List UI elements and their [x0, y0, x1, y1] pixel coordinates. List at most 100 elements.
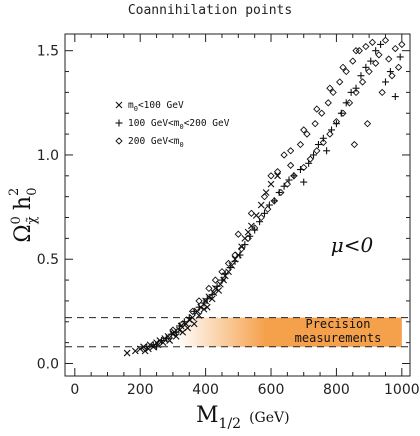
point-plus-marker: [372, 47, 380, 55]
point-diamond-marker: [375, 51, 383, 59]
point-diamond-marker: [352, 88, 360, 97]
point-diamond-marker: [300, 163, 308, 172]
point-x-marker-stroke-b: [195, 312, 203, 319]
point-diamond-marker: [352, 47, 360, 55]
point-diamond-marker: [313, 147, 321, 155]
point-x-marker: [195, 312, 203, 319]
point-plus-marker: [314, 141, 322, 149]
point-diamond-marker: [205, 284, 213, 293]
point-diamond-marker: [211, 276, 220, 284]
point-x-marker: [248, 222, 255, 230]
point-x-marker: [123, 349, 131, 357]
point-x-marker: [131, 347, 139, 355]
point-plus-marker: [391, 93, 399, 101]
point-diamond-marker: [365, 67, 373, 76]
point-plus-marker: [396, 53, 404, 61]
ticks-layer: 0 200 400 600 800 1000 0.0 0.5 1.0 1.5: [37, 34, 420, 398]
point-diamond-marker: [273, 167, 282, 176]
point-x-marker-stroke-b: [136, 345, 144, 353]
y-axis-label-h-sup: 2: [7, 188, 22, 196]
point-plus-marker: [195, 303, 203, 311]
point-diamond-marker: [332, 117, 341, 126]
point-diamond-marker: [195, 297, 203, 305]
point-plus-marker: [367, 57, 375, 65]
point-plus-marker: [153, 343, 161, 351]
point-x-marker: [203, 303, 211, 311]
point-diamond-marker: [355, 47, 363, 55]
point-plus-marker: [241, 241, 249, 249]
point-plus-marker: [319, 134, 327, 142]
legend-entry-1: m0<100 GeV: [128, 100, 184, 113]
point-diamond-marker: [280, 151, 288, 159]
point-diamond-marker: [378, 88, 386, 97]
chart-title: Coannihilation points: [128, 3, 292, 18]
point-x-marker-stroke-b: [131, 347, 139, 355]
point-plus-marker: [203, 295, 211, 303]
data-points-layer: [123, 36, 406, 357]
point-diamond-marker: [296, 140, 305, 149]
point-x-marker-stroke-b: [123, 349, 131, 357]
point-diamond-marker: [391, 44, 399, 53]
x-tick-label: 600: [258, 382, 285, 398]
point-diamond-marker: [300, 126, 308, 134]
legend-marker-diamond: [115, 137, 123, 145]
y-tick-label: 1.5: [37, 44, 59, 60]
x-tick-label: 1000: [384, 382, 420, 398]
point-x-marker-stroke-b: [244, 228, 252, 236]
point-diamond-marker: [179, 320, 187, 328]
point-diamond-marker: [368, 38, 377, 46]
x-axis-label-unit: (GeV): [249, 410, 290, 426]
y-axis-label: Ωχ̃0h2 0: [7, 187, 40, 242]
legend-entry-3: 200 GeV<m0: [128, 136, 184, 149]
point-diamond-marker: [270, 197, 278, 205]
point-diamond-marker: [231, 251, 239, 259]
point-diamond-marker: [324, 99, 332, 107]
point-diamond-marker: [342, 67, 350, 76]
point-diamond-marker: [237, 245, 246, 253]
point-diamond-marker: [336, 78, 344, 86]
point-plus-marker: [185, 314, 193, 322]
point-plus-marker: [300, 178, 308, 186]
point-diamond-marker: [339, 109, 347, 117]
x-tick-label: 800: [323, 382, 350, 398]
point-diamond-marker: [318, 109, 326, 117]
point-plus-marker: [381, 78, 389, 86]
legend-marker-x-stroke-b: [115, 101, 123, 109]
point-plus-marker: [270, 197, 278, 205]
point-diamond-marker: [218, 268, 226, 276]
x-axis-label-main: M: [196, 403, 219, 428]
point-diamond-marker: [283, 180, 292, 188]
point-diamond-marker: [394, 63, 403, 72]
precision-band-layer: [65, 317, 410, 348]
point-diamond-marker: [277, 188, 285, 197]
axes-layer: [64, 33, 411, 377]
point-diamond-marker: [311, 120, 319, 128]
point-x-marker: [267, 180, 275, 188]
point-plus-marker: [337, 109, 345, 117]
legend: m0<100 GeV 100 GeV<m0<200 GeV 200 GeV<m0: [115, 100, 230, 149]
point-diamond-marker: [313, 105, 321, 113]
point-plus-marker: [323, 147, 331, 155]
point-diamond-marker: [339, 63, 347, 72]
point-diamond-marker: [267, 172, 275, 180]
point-diamond-marker: [234, 230, 242, 238]
point-diamond-marker: [388, 72, 396, 80]
point-diamond-marker: [287, 147, 295, 155]
point-x-marker-stroke-b: [159, 339, 167, 347]
point-plus-marker: [208, 291, 216, 299]
point-x-marker: [136, 345, 144, 353]
point-x-marker-stroke-b: [203, 303, 211, 311]
point-diamond-marker: [349, 57, 357, 65]
x-tick-label: 200: [127, 382, 154, 398]
x-tick-label: 400: [192, 382, 219, 398]
y-axis-label-sup: 0: [9, 216, 24, 224]
point-plus-marker: [157, 337, 165, 345]
point-x-marker-stroke-b: [252, 212, 260, 219]
point-plus-marker: [231, 257, 239, 265]
x-axis-label-sub: 1/2: [219, 416, 242, 432]
y-axis-label-sub: χ̃: [25, 216, 40, 224]
mu-annotation: μ<0: [331, 233, 374, 257]
legend-marker-x: [115, 101, 123, 109]
